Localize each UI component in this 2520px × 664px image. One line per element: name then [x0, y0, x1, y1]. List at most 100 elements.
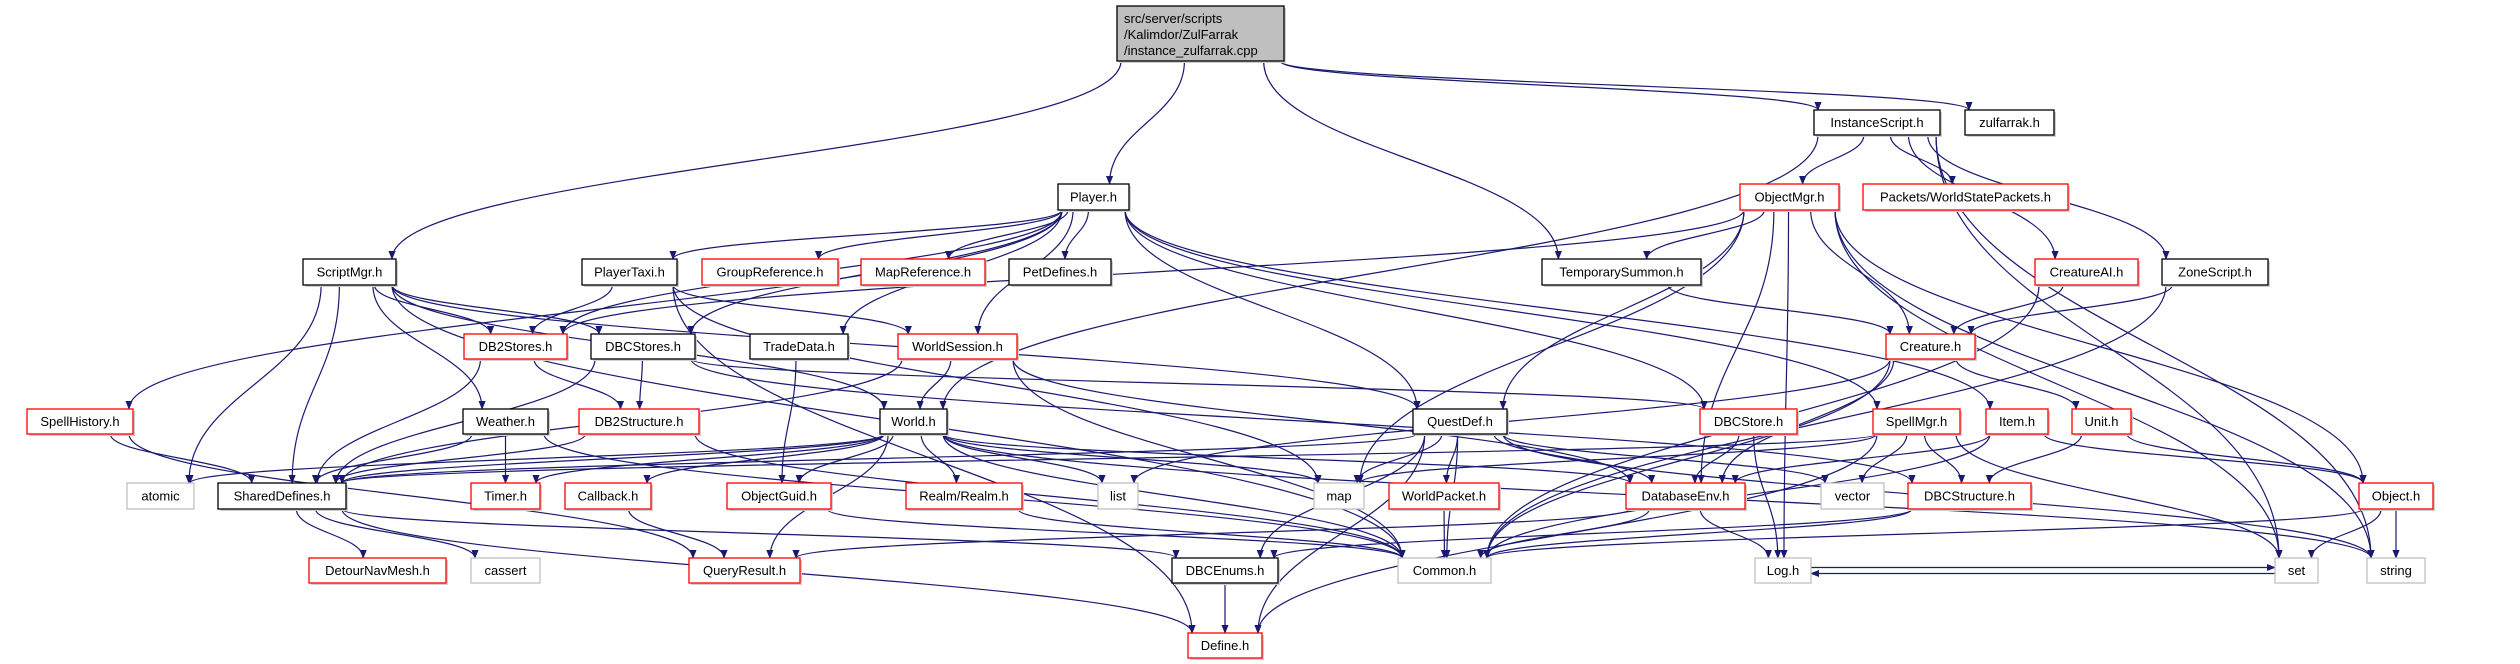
edge-Player-to-MapReference	[945, 209, 1069, 260]
node-box	[1985, 408, 2049, 435]
node-label: string	[2380, 563, 2412, 578]
edge-Unit-to-DBCStructure	[1985, 433, 2083, 484]
edge-SpellHistory-to-QueryResult	[128, 433, 697, 559]
node-root[interactable]: src/server/scripts/Kalimdor/ZulFarrak/in…	[1116, 5, 1286, 63]
node-Unit[interactable]: Unit.h	[2071, 408, 2133, 436]
node-label: DatabaseEnv.h	[1642, 489, 1730, 504]
node-GroupReference[interactable]: GroupReference.h	[701, 258, 840, 287]
node-box	[2358, 482, 2434, 510]
node-label: DB2Structure.h	[595, 414, 684, 429]
node-SharedDefines[interactable]: SharedDefines.h	[217, 482, 348, 511]
node-label: ObjectGuid.h	[741, 489, 817, 504]
node-Timer[interactable]: Timer.h	[470, 482, 542, 511]
node-label: Unit.h	[2085, 414, 2119, 429]
node-label: World.h	[891, 414, 936, 429]
edge-InstanceScript-to-ObjectMgr	[1799, 134, 1865, 185]
edge-DBCStructure-to-DBCEnums	[1270, 508, 1913, 559]
edge-ObjectMgr-to-DatabaseEnv	[1697, 209, 1775, 484]
node-InstanceScript[interactable]: InstanceScript.h	[1813, 109, 1942, 137]
edge-ZoneScript-to-Common	[1483, 284, 2167, 559]
node-PlayerTaxi[interactable]: PlayerTaxi.h	[581, 258, 679, 287]
edge-Player-to-Item	[1124, 209, 1994, 410]
edge-Weather-to-SharedDefines	[311, 433, 473, 484]
node-DB2Structure[interactable]: DB2Structure.h	[578, 408, 701, 436]
node-SpellHistory[interactable]: SpellHistory.h	[26, 408, 135, 436]
node-Object[interactable]: Object.h	[2358, 482, 2435, 511]
node-label: WorldPacket.h	[1402, 489, 1486, 504]
node-DBCEnums[interactable]: DBCEnums.h	[1171, 557, 1280, 585]
node-label: TradeData.h	[763, 339, 835, 354]
node-box	[1820, 482, 1885, 510]
node-label: Object.h	[2372, 489, 2420, 504]
node-TemporarySummon[interactable]: TemporarySummon.h	[1541, 258, 1703, 287]
node-box	[1813, 109, 1941, 136]
node-box	[463, 333, 568, 360]
node-QuestDef[interactable]: QuestDef.h	[1412, 408, 1509, 436]
edge-DatabaseEnv-to-Log	[1699, 508, 1772, 559]
edge-ScriptMgr-to-DB2Stores	[373, 284, 495, 335]
node-WorldStatePackets[interactable]: Packets/WorldStatePackets.h	[1862, 183, 2070, 212]
node-DatabaseEnv[interactable]: DatabaseEnv.h	[1625, 482, 1747, 511]
node-World[interactable]: World.h	[879, 408, 949, 436]
node-box	[470, 557, 541, 584]
node-Weather[interactable]: Weather.h	[462, 408, 550, 436]
node-DBCStores[interactable]: DBCStores.h	[590, 333, 697, 361]
node-DetourNavMesh[interactable]: DetourNavMesh.h	[308, 557, 448, 585]
edge-root-to-zulfarrak	[1279, 60, 1973, 111]
node-CreatureAI[interactable]: CreatureAI.h	[2034, 258, 2140, 287]
edge-Creature-to-DatabaseEnv	[1718, 358, 1895, 484]
node-label: QuestDef.h	[1427, 414, 1493, 429]
edge-Creature-to-Unit	[1955, 358, 2080, 410]
node-label: DBCEnums.h	[1186, 563, 1265, 578]
node-DBCStructure[interactable]: DBCStructure.h	[1907, 482, 2033, 511]
node-ZoneScript[interactable]: ZoneScript.h	[2161, 258, 2270, 287]
node-atomic: atomic	[126, 482, 195, 510]
edge-Creature-to-Common	[1483, 358, 1891, 559]
node-label: atomic	[141, 489, 180, 504]
node-Realm[interactable]: Realm/Realm.h	[905, 482, 1024, 511]
node-ObjectGuid[interactable]: ObjectGuid.h	[726, 482, 833, 511]
node-box	[905, 482, 1023, 510]
node-Creature[interactable]: Creature.h	[1885, 333, 1977, 361]
node-ScriptMgr[interactable]: ScriptMgr.h	[302, 258, 398, 287]
edge-DB2Structure-to-SharedDefines	[332, 433, 587, 484]
edge-ObjectMgr-to-Log	[1780, 209, 1790, 559]
node-label: DBCStructure.h	[1924, 489, 2015, 504]
node-QueryResult[interactable]: QueryResult.h	[688, 557, 802, 585]
node-MapReference[interactable]: MapReference.h	[860, 258, 987, 287]
node-string: string	[2366, 557, 2426, 584]
edge-World-to-SharedDefines	[338, 433, 885, 484]
node-label: TemporarySummon.h	[1559, 265, 1683, 280]
node-map: map	[1313, 482, 1365, 510]
node-TradeData[interactable]: TradeData.h	[749, 333, 850, 361]
edge-root-to-Player	[1105, 60, 1186, 185]
node-zulfarrak[interactable]: zulfarrak.h	[1964, 109, 2056, 137]
edge-TemporarySummon-to-Creature	[1667, 284, 1894, 335]
node-PetDefines[interactable]: PetDefines.h	[1008, 258, 1113, 287]
node-WorldPacket[interactable]: WorldPacket.h	[1388, 482, 1501, 511]
node-Player[interactable]: Player.h	[1057, 183, 1131, 212]
node-label: set	[2288, 563, 2306, 578]
node-label: Timer.h	[484, 489, 527, 504]
node-Common: Common.h	[1397, 557, 1492, 584]
edge-PlayerTaxi-to-map	[672, 284, 1322, 484]
node-box	[688, 557, 801, 584]
node-DB2Stores[interactable]: DB2Stores.h	[463, 333, 569, 361]
nodes-layer: src/server/scripts/Kalimdor/ZulFarrak/in…	[26, 5, 2435, 660]
node-SpellMgr[interactable]: SpellMgr.h	[1872, 408, 1962, 436]
edge-DBCStore-to-DatabaseEnv	[1691, 433, 1740, 484]
node-label: InstanceScript.h	[1830, 115, 1923, 130]
node-DBCStore[interactable]: DBCStore.h	[1699, 408, 1799, 436]
node-label: DBCStore.h	[1714, 414, 1783, 429]
node-WorldSession[interactable]: WorldSession.h	[897, 333, 1019, 361]
edge-DatabaseEnv-to-QueryResult	[792, 508, 1631, 559]
node-ObjectMgr[interactable]: ObjectMgr.h	[1739, 183, 1841, 212]
node-Define[interactable]: Define.h	[1187, 632, 1264, 660]
node-Callback[interactable]: Callback.h	[564, 482, 653, 511]
edge-QuestDef-to-Define	[1254, 433, 1426, 634]
node-box	[1008, 258, 1112, 286]
edge-PlayerTaxi-to-Define	[672, 284, 1196, 634]
node-Item[interactable]: Item.h	[1985, 408, 2050, 436]
node-box	[1885, 333, 1976, 360]
